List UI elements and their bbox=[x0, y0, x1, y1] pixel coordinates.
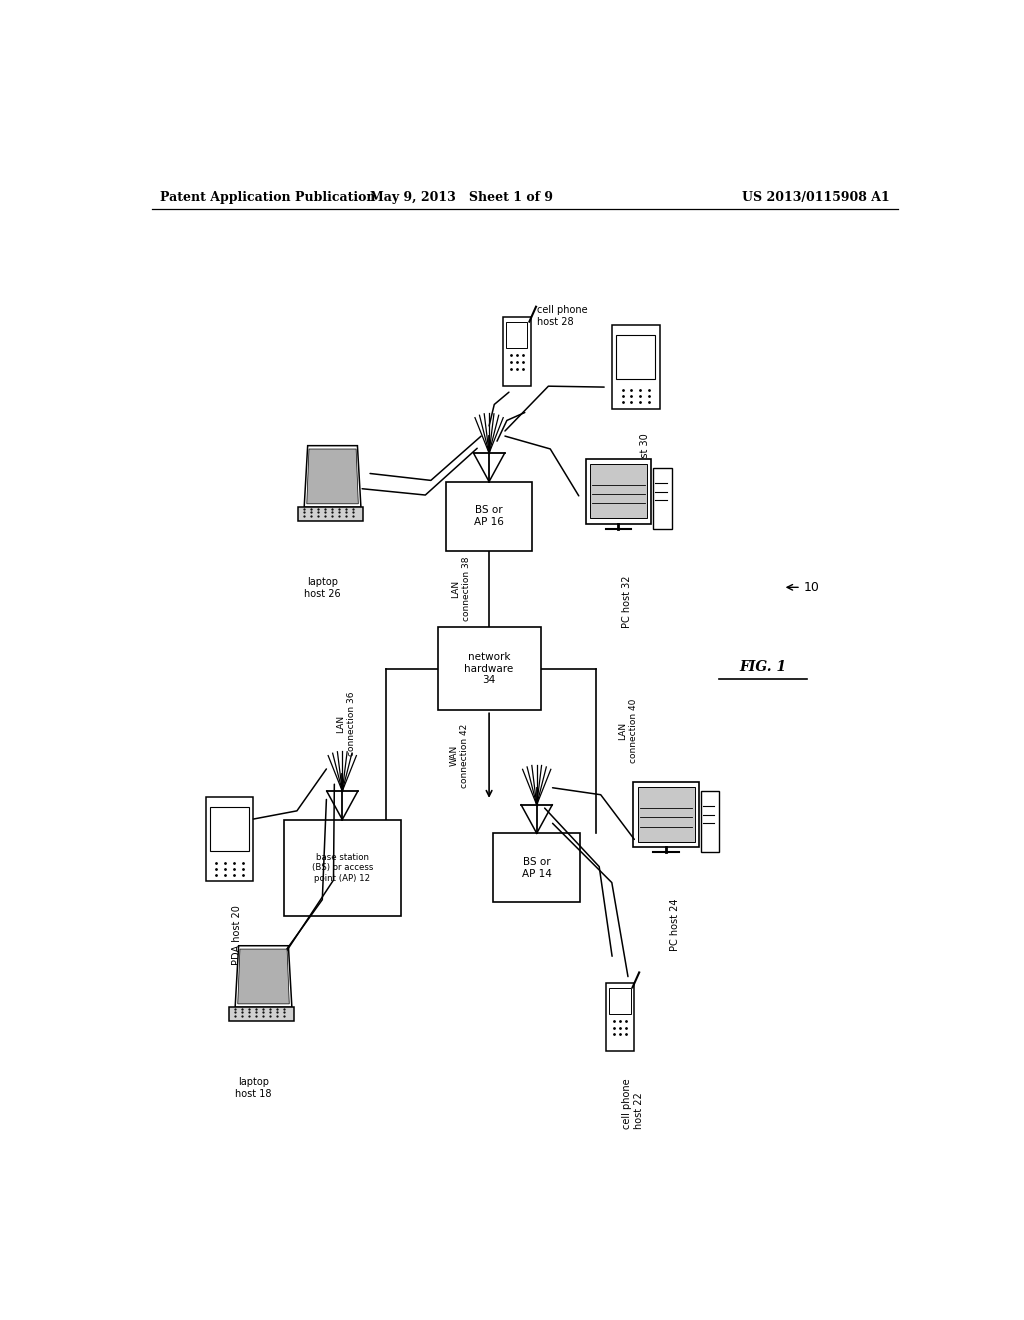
FancyBboxPatch shape bbox=[609, 987, 631, 1014]
FancyBboxPatch shape bbox=[446, 482, 531, 550]
FancyBboxPatch shape bbox=[506, 322, 527, 348]
Text: LAN
connection 38: LAN connection 38 bbox=[452, 557, 471, 622]
Polygon shape bbox=[304, 446, 360, 507]
Polygon shape bbox=[307, 449, 358, 504]
Text: WAN
connection 42: WAN connection 42 bbox=[450, 723, 469, 788]
FancyBboxPatch shape bbox=[494, 833, 581, 903]
FancyBboxPatch shape bbox=[653, 467, 672, 529]
Text: FIG. 1: FIG. 1 bbox=[739, 660, 786, 673]
Text: PC host 32: PC host 32 bbox=[623, 576, 633, 627]
Polygon shape bbox=[238, 949, 289, 1005]
FancyBboxPatch shape bbox=[298, 507, 364, 521]
FancyBboxPatch shape bbox=[437, 627, 541, 710]
Text: BS or
AP 16: BS or AP 16 bbox=[474, 506, 504, 527]
Text: base station
(BS) or access
point (AP) 12: base station (BS) or access point (AP) 1… bbox=[311, 853, 373, 883]
Text: Patent Application Publication: Patent Application Publication bbox=[160, 190, 375, 203]
FancyBboxPatch shape bbox=[612, 325, 659, 409]
Text: PC host 24: PC host 24 bbox=[670, 899, 680, 950]
Text: laptop
host 18: laptop host 18 bbox=[236, 1077, 271, 1098]
FancyBboxPatch shape bbox=[503, 317, 531, 385]
Text: 10: 10 bbox=[804, 581, 820, 594]
Text: LAN
connection 36: LAN connection 36 bbox=[337, 692, 356, 756]
FancyBboxPatch shape bbox=[228, 1007, 294, 1022]
Text: cell phone
host 28: cell phone host 28 bbox=[537, 305, 588, 327]
Text: LAN
connection 40: LAN connection 40 bbox=[618, 698, 638, 763]
Text: cell phone
host 22: cell phone host 22 bbox=[623, 1078, 644, 1129]
FancyBboxPatch shape bbox=[701, 791, 719, 851]
Polygon shape bbox=[236, 945, 292, 1007]
FancyBboxPatch shape bbox=[590, 465, 647, 519]
Text: May 9, 2013   Sheet 1 of 9: May 9, 2013 Sheet 1 of 9 bbox=[370, 190, 553, 203]
Text: BS or
AP 14: BS or AP 14 bbox=[522, 857, 552, 879]
FancyBboxPatch shape bbox=[206, 797, 253, 882]
FancyBboxPatch shape bbox=[638, 787, 694, 842]
Text: PDA host 20: PDA host 20 bbox=[232, 906, 242, 965]
FancyBboxPatch shape bbox=[616, 335, 655, 379]
FancyBboxPatch shape bbox=[606, 983, 634, 1052]
Text: PDA host 30: PDA host 30 bbox=[640, 433, 650, 492]
Text: laptop
host 26: laptop host 26 bbox=[304, 577, 341, 599]
FancyBboxPatch shape bbox=[586, 458, 651, 524]
FancyBboxPatch shape bbox=[210, 808, 249, 851]
Text: US 2013/0115908 A1: US 2013/0115908 A1 bbox=[742, 190, 890, 203]
FancyBboxPatch shape bbox=[633, 781, 699, 847]
FancyBboxPatch shape bbox=[284, 820, 401, 916]
Text: network
hardware
34: network hardware 34 bbox=[465, 652, 514, 685]
